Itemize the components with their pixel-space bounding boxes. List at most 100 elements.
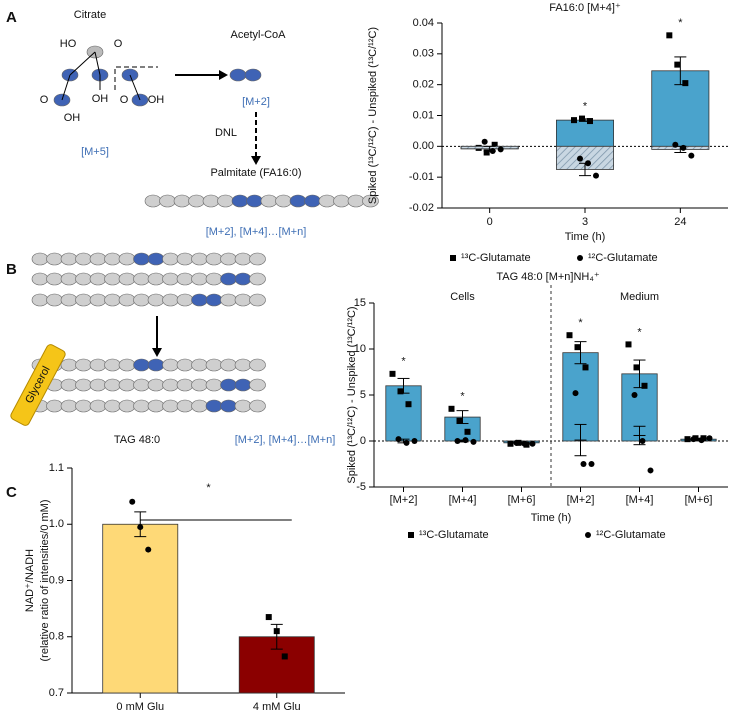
data-point <box>706 435 713 442</box>
molecule-unit <box>104 378 121 392</box>
data-point <box>395 436 402 443</box>
label: [M+2] <box>242 96 270 108</box>
molecule-unit <box>147 378 165 392</box>
molecule-unit <box>220 293 237 307</box>
data-point <box>529 440 536 447</box>
atom-label: OH <box>148 94 165 106</box>
significance: * <box>401 356 406 368</box>
x-axis-title: Time (h) <box>565 231 606 243</box>
data-point <box>265 614 272 621</box>
x-tick-label: [M+2] <box>567 494 595 506</box>
x-tick-label: [M+6] <box>685 494 713 506</box>
data-point <box>666 32 673 39</box>
significance: * <box>460 391 465 403</box>
data-point <box>684 436 691 443</box>
molecule-unit <box>118 399 136 413</box>
molecule-unit <box>60 399 78 413</box>
molecule-unit <box>104 358 121 372</box>
legend-label: ¹²C-Glutamate <box>588 252 658 264</box>
molecule-unit <box>60 358 78 372</box>
y-tick-label: 0.8 <box>49 631 64 643</box>
molecule-unit <box>46 399 63 413</box>
molecule-unit <box>231 194 249 208</box>
data-point <box>273 628 280 635</box>
legend-label: ¹³C-Glutamate <box>461 252 531 264</box>
molecule-unit <box>46 252 63 266</box>
molecule-unit <box>191 252 208 266</box>
data-point <box>593 172 599 179</box>
arrow-head <box>219 70 228 80</box>
molecule-unit <box>104 399 121 413</box>
arrow-head <box>152 348 162 357</box>
label: [M+2], [M+4]…[M+n] <box>206 226 307 238</box>
molecule-unit <box>75 399 92 413</box>
y-tick-label: 0.00 <box>413 140 434 152</box>
molecule-unit <box>133 358 150 372</box>
molecule-unit <box>31 293 49 307</box>
molecule-unit <box>118 252 136 266</box>
group-label: Medium <box>620 291 659 303</box>
molecule-unit <box>202 194 220 208</box>
panel-label: B <box>6 261 17 278</box>
atom-label: O <box>120 94 129 106</box>
data-point <box>574 344 581 351</box>
data-point <box>588 461 595 467</box>
molecule-unit <box>75 252 92 266</box>
label: [M+2], [M+4]…[M+n] <box>235 434 336 446</box>
molecule-unit <box>162 272 179 286</box>
significance: * <box>678 17 683 29</box>
molecule-unit <box>176 399 194 413</box>
x-tick-label: 3 <box>582 216 588 228</box>
x-tick-label: [M+6] <box>508 494 536 506</box>
molecule-unit <box>118 272 136 286</box>
data-point <box>585 160 591 167</box>
molecule-unit <box>133 252 150 266</box>
chart-title: TAG 48:0 [M+n]NH₄⁺ <box>496 271 600 283</box>
molecule-unit <box>220 399 237 413</box>
molecule-unit <box>133 378 150 392</box>
molecule-unit <box>249 399 266 413</box>
data-point <box>281 653 288 660</box>
data-point <box>582 364 589 371</box>
molecule-unit <box>205 252 223 266</box>
molecule-unit <box>176 272 194 286</box>
data-point <box>137 524 144 531</box>
data-point <box>521 440 528 447</box>
molecule-unit <box>147 358 165 372</box>
label: [M+5] <box>81 146 109 158</box>
molecule-unit <box>147 293 165 307</box>
molecule-unit <box>289 194 307 208</box>
data-point <box>145 546 152 553</box>
data-point <box>403 439 410 446</box>
data-point <box>682 80 689 87</box>
label: Citrate <box>74 9 106 21</box>
molecule-unit <box>162 252 179 266</box>
molecule-unit <box>31 252 49 266</box>
molecule-unit <box>89 293 107 307</box>
bar <box>556 119 615 147</box>
y-tick-label: 1.1 <box>49 462 64 474</box>
arrow-head <box>251 156 261 165</box>
x-tick-label: [M+2] <box>390 494 418 506</box>
molecule-unit <box>75 378 92 392</box>
significance: * <box>583 100 588 112</box>
data-point <box>470 438 477 445</box>
molecule-unit <box>147 399 165 413</box>
molecule-unit <box>220 272 237 286</box>
data-point <box>448 405 455 412</box>
y-tick-label: 0.01 <box>413 109 434 121</box>
data-point <box>577 155 583 162</box>
y-axis-title: NAD⁺/NADH <box>24 549 36 612</box>
data-point <box>587 118 593 125</box>
molecule-unit <box>60 293 78 307</box>
label: TAG 48:0 <box>114 434 160 446</box>
data-point <box>680 144 687 151</box>
y-tick-label: 0.7 <box>49 687 64 699</box>
molecule-unit <box>89 378 107 392</box>
data-point <box>580 461 587 467</box>
data-point <box>633 364 640 371</box>
molecule-unit <box>220 378 237 392</box>
molecule-unit <box>118 358 136 372</box>
bond <box>69 51 96 76</box>
